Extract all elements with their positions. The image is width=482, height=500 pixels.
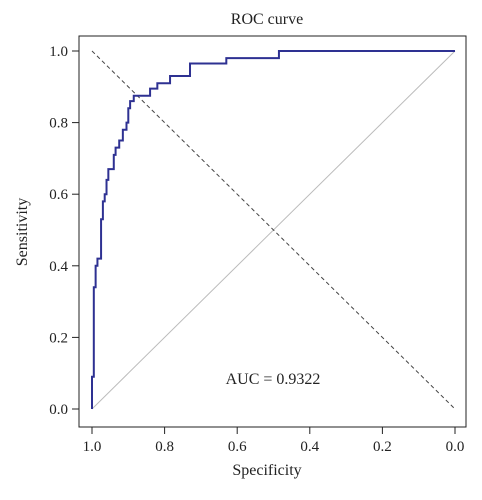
y-tick-label: 0.6: [49, 187, 68, 203]
x-tick-label: 0.4: [300, 439, 319, 455]
series-layer: [91, 50, 455, 409]
reference-lines: [91, 50, 456, 410]
x-tick-label: 0.8: [155, 439, 174, 455]
x-axis-label: Specificity: [232, 462, 301, 479]
y-tick-label: 0.8: [49, 116, 68, 132]
chart-title: ROC curve: [231, 11, 303, 28]
x-tick-label: 0.2: [373, 439, 392, 455]
dashed-diagonal-line: [91, 50, 456, 410]
x-tick-label: 1.0: [83, 439, 102, 455]
x-tick-label: 0.6: [228, 439, 247, 455]
auc-annotation: AUC = 0.9322: [226, 371, 321, 388]
y-tick-label: 0.2: [49, 330, 68, 346]
y-axis-label: Sensitivity: [14, 198, 31, 266]
y-tick-label: 1.0: [49, 44, 68, 60]
y-tick-label: 0.4: [49, 259, 68, 275]
y-tick-label: 0.0: [49, 402, 68, 418]
x-tick-label: 0.0: [446, 439, 465, 455]
x-axis: 1.0 0.8 0.6 0.4 0.2 0.0: [83, 426, 465, 455]
roc-curve-line: [91, 50, 455, 409]
y-axis: 0.0 0.2 0.4 0.6 0.8 1.0: [49, 44, 80, 418]
